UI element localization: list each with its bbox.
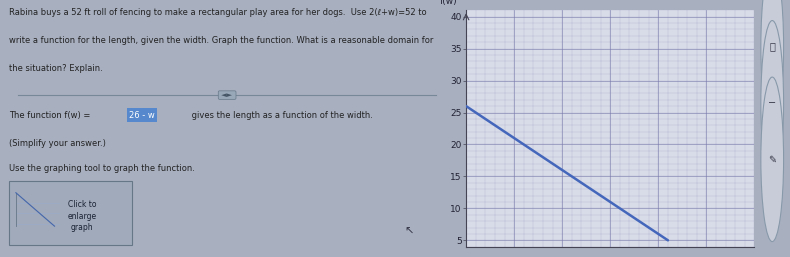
- Text: Rabina buys a 52 ft roll of fencing to make a rectangular play area for her dogs: Rabina buys a 52 ft roll of fencing to m…: [9, 8, 427, 17]
- Text: f(w): f(w): [440, 0, 457, 6]
- Text: The function f(w) =: The function f(w) =: [9, 111, 93, 120]
- Circle shape: [761, 21, 784, 185]
- Text: ◄►: ◄►: [220, 92, 235, 98]
- Text: the situation? Explain.: the situation? Explain.: [9, 64, 103, 73]
- Text: Use the graphing tool to graph the function.: Use the graphing tool to graph the funct…: [9, 164, 195, 173]
- Text: ＋: ＋: [769, 41, 775, 51]
- Text: (Simplify your answer.): (Simplify your answer.): [9, 139, 106, 148]
- Text: 26 - w: 26 - w: [130, 111, 155, 120]
- Text: gives the length as a function of the width.: gives the length as a function of the wi…: [189, 111, 372, 120]
- Text: ↖: ↖: [404, 226, 413, 236]
- Text: ✎: ✎: [768, 154, 777, 164]
- Text: −: −: [768, 98, 777, 108]
- Text: write a function for the length, given the width. Graph the function. What is a : write a function for the length, given t…: [9, 36, 434, 45]
- Text: Click to
enlarge
graph: Click to enlarge graph: [67, 200, 96, 232]
- FancyBboxPatch shape: [9, 181, 132, 245]
- Circle shape: [761, 0, 784, 128]
- Circle shape: [761, 77, 784, 242]
